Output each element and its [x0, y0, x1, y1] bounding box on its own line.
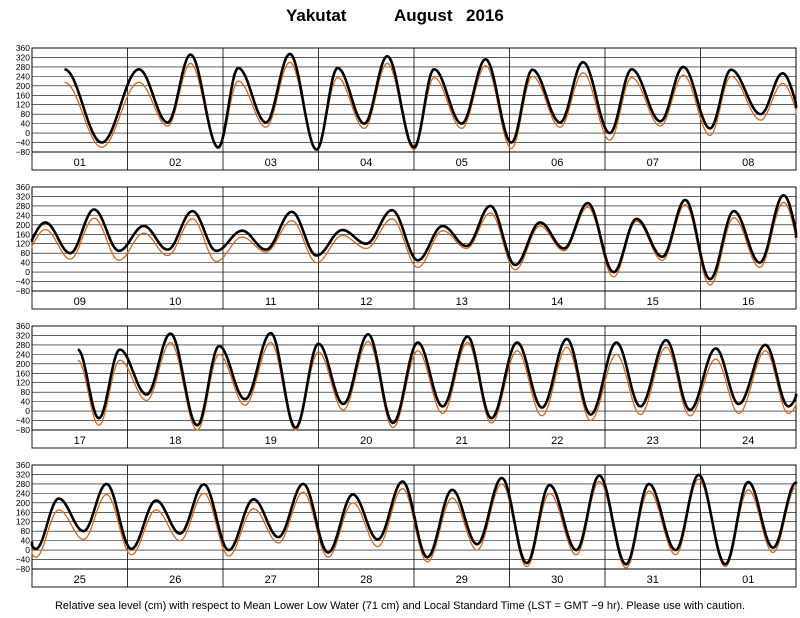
- y-tick-label: 240: [16, 349, 30, 359]
- day-label: 03: [265, 157, 277, 169]
- day-label: 16: [742, 296, 754, 308]
- y-tick-label: 40: [21, 397, 31, 407]
- day-label: 11: [265, 296, 276, 308]
- footnote: Relative sea level (cm) with respect to …: [54, 600, 746, 612]
- predicted-tide-line: [77, 340, 797, 431]
- y-tick-label: 80: [21, 248, 31, 258]
- day-label: 25: [74, 574, 86, 586]
- day-label: 09: [74, 296, 86, 308]
- y-tick-label: 0: [25, 406, 30, 416]
- day-label: 18: [169, 435, 181, 447]
- day-label: 14: [551, 296, 563, 308]
- y-tick-label: 200: [16, 498, 30, 508]
- y-tick-label: 360: [16, 43, 30, 53]
- day-label: 19: [265, 435, 277, 447]
- y-tick-label: −80: [16, 286, 31, 296]
- day-label: 02: [169, 157, 181, 169]
- y-tick-label: 240: [16, 210, 30, 220]
- day-label: 22: [551, 435, 563, 447]
- station-name: Yakutat: [286, 6, 347, 25]
- y-tick-label: −80: [16, 147, 31, 157]
- chart-title: Yakutat August 2016: [0, 4, 800, 30]
- y-tick-label: 0: [25, 545, 30, 555]
- y-tick-label: 280: [16, 201, 30, 211]
- panel-frame: [31, 325, 797, 449]
- day-label: 06: [551, 157, 563, 169]
- y-tick-label: 240: [16, 71, 30, 81]
- y-tick-label: 120: [16, 378, 30, 388]
- y-tick-label: 120: [16, 100, 30, 110]
- y-tick-label: 320: [16, 52, 30, 62]
- day-label: 01: [742, 574, 754, 586]
- day-label: 27: [265, 574, 277, 586]
- y-tick-label: 80: [21, 526, 31, 536]
- y-tick-label: −80: [16, 564, 31, 574]
- observed-sea-level-line: [64, 52, 798, 151]
- y-tick-label: 320: [16, 191, 30, 201]
- y-tick-label: 240: [16, 488, 30, 498]
- year-label: 2016: [466, 6, 504, 25]
- y-tick-label: 320: [16, 469, 30, 479]
- observed-sea-level-line: [30, 194, 798, 281]
- y-tick-label: 280: [16, 479, 30, 489]
- observed-sea-level-line: [30, 473, 798, 566]
- y-tick-label: 80: [21, 387, 31, 397]
- panel-frame: [31, 464, 797, 588]
- y-tick-label: 40: [21, 536, 31, 546]
- day-label: 15: [647, 296, 659, 308]
- y-tick-label: 40: [21, 258, 31, 268]
- y-tick-label: 320: [16, 330, 30, 340]
- y-tick-label: −40: [16, 138, 31, 148]
- y-tick-label: 280: [16, 340, 30, 350]
- day-label: 31: [647, 574, 659, 586]
- day-label: 07: [647, 157, 659, 169]
- day-label: 23: [647, 435, 659, 447]
- y-tick-label: 120: [16, 517, 30, 527]
- day-label: 04: [360, 157, 372, 169]
- y-tick-label: 200: [16, 81, 30, 91]
- day-label: 10: [169, 296, 181, 308]
- observed-sea-level-line: [77, 331, 798, 429]
- y-tick-label: 160: [16, 90, 30, 100]
- y-tick-label: 360: [16, 460, 30, 470]
- month-label: August: [394, 6, 453, 25]
- y-tick-label: 160: [16, 507, 30, 517]
- day-label: 29: [456, 574, 468, 586]
- y-tick-label: 40: [21, 119, 31, 129]
- day-label: 05: [456, 157, 468, 169]
- y-tick-label: 120: [16, 239, 30, 249]
- y-tick-label: 0: [25, 128, 30, 138]
- y-tick-label: 0: [25, 267, 30, 277]
- day-label: 24: [742, 435, 754, 447]
- day-label: 13: [456, 296, 468, 308]
- day-label: 12: [360, 296, 372, 308]
- y-tick-label: 200: [16, 220, 30, 230]
- y-tick-label: 160: [16, 368, 30, 378]
- y-tick-label: 200: [16, 359, 30, 369]
- y-tick-label: 160: [16, 229, 30, 239]
- y-tick-label: 360: [16, 321, 30, 331]
- day-label: 08: [742, 157, 754, 169]
- day-label: 01: [74, 157, 86, 169]
- day-label: 30: [551, 574, 563, 586]
- y-tick-label: −40: [16, 277, 31, 287]
- y-tick-label: −40: [16, 555, 31, 565]
- y-tick-label: 280: [16, 62, 30, 72]
- day-label: 17: [74, 435, 86, 447]
- y-tick-label: −40: [16, 416, 31, 426]
- y-tick-label: 360: [16, 182, 30, 192]
- day-label: 28: [360, 574, 372, 586]
- y-tick-label: −80: [16, 425, 31, 435]
- y-tick-label: 80: [21, 109, 31, 119]
- day-label: 21: [456, 435, 468, 447]
- day-label: 26: [169, 574, 181, 586]
- day-label: 20: [360, 435, 372, 447]
